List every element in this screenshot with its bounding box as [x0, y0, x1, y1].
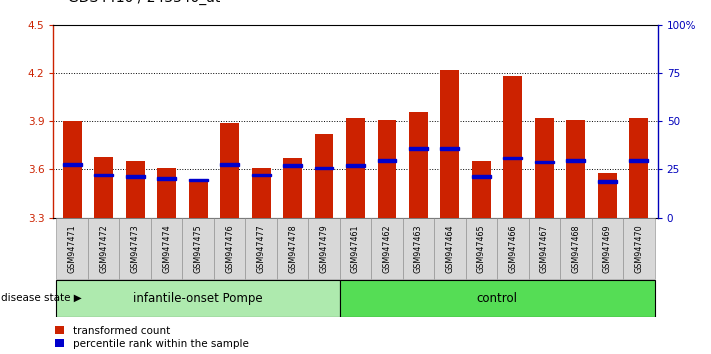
FancyBboxPatch shape [340, 218, 371, 279]
Bar [598, 173, 616, 218]
Text: GSM947475: GSM947475 [193, 224, 203, 273]
Bar [629, 118, 648, 218]
Text: GSM947462: GSM947462 [383, 224, 392, 273]
Bar [126, 176, 144, 178]
Text: GSM947463: GSM947463 [414, 224, 423, 273]
Legend: transformed count, percentile rank within the sample: transformed count, percentile rank withi… [55, 326, 249, 349]
Bar [472, 176, 491, 178]
FancyBboxPatch shape [56, 280, 340, 317]
Bar [378, 120, 397, 218]
FancyBboxPatch shape [183, 218, 214, 279]
Bar [441, 147, 459, 150]
FancyBboxPatch shape [245, 218, 277, 279]
Text: GSM947468: GSM947468 [572, 224, 580, 273]
Bar [503, 76, 523, 218]
FancyBboxPatch shape [119, 218, 151, 279]
Bar [95, 156, 113, 218]
Bar [283, 164, 302, 167]
Text: GSM947461: GSM947461 [351, 224, 360, 273]
Bar [378, 159, 397, 162]
Bar [126, 161, 144, 218]
Bar [441, 70, 459, 218]
FancyBboxPatch shape [434, 218, 466, 279]
FancyBboxPatch shape [560, 218, 592, 279]
Bar [63, 164, 82, 166]
Bar [314, 134, 333, 218]
Text: GSM947479: GSM947479 [319, 224, 328, 273]
FancyBboxPatch shape [592, 218, 623, 279]
Bar [629, 159, 648, 162]
Bar [346, 164, 365, 167]
Text: GSM947469: GSM947469 [603, 224, 611, 273]
Bar [157, 168, 176, 218]
Text: GSM947467: GSM947467 [540, 224, 549, 273]
Bar [95, 174, 113, 176]
FancyBboxPatch shape [466, 218, 497, 279]
Bar [252, 174, 270, 176]
Bar [472, 161, 491, 218]
Bar [598, 180, 616, 183]
Bar [188, 182, 208, 218]
Text: GSM947473: GSM947473 [131, 224, 139, 273]
FancyBboxPatch shape [623, 218, 655, 279]
Bar [409, 147, 428, 150]
Bar [157, 177, 176, 179]
FancyBboxPatch shape [88, 218, 119, 279]
Text: disease state ▶: disease state ▶ [1, 293, 82, 303]
Text: GSM947477: GSM947477 [257, 224, 266, 273]
Text: infantile-onset Pompe: infantile-onset Pompe [133, 292, 263, 305]
Bar [188, 179, 208, 181]
FancyBboxPatch shape [56, 218, 88, 279]
Bar [503, 157, 523, 160]
Text: GSM947474: GSM947474 [162, 224, 171, 273]
Bar [567, 159, 585, 162]
FancyBboxPatch shape [402, 218, 434, 279]
Bar [63, 121, 82, 218]
Text: GSM947471: GSM947471 [68, 224, 77, 273]
Bar [535, 118, 554, 218]
FancyBboxPatch shape [340, 280, 655, 317]
Bar [346, 118, 365, 218]
Bar [567, 120, 585, 218]
FancyBboxPatch shape [497, 218, 528, 279]
FancyBboxPatch shape [371, 218, 402, 279]
Bar [283, 158, 302, 218]
FancyBboxPatch shape [528, 218, 560, 279]
Text: GSM947464: GSM947464 [445, 224, 454, 273]
Bar [252, 168, 270, 218]
Bar [220, 164, 239, 166]
Text: GSM947466: GSM947466 [508, 224, 518, 273]
Text: GDS4410 / 243340_at: GDS4410 / 243340_at [68, 0, 220, 5]
Bar [220, 123, 239, 218]
Text: GSM947465: GSM947465 [477, 224, 486, 273]
Text: GSM947470: GSM947470 [634, 224, 643, 273]
Bar [535, 161, 554, 164]
Text: control: control [476, 292, 518, 305]
Text: GSM947476: GSM947476 [225, 224, 234, 273]
FancyBboxPatch shape [151, 218, 183, 279]
Bar [314, 167, 333, 169]
Text: GSM947472: GSM947472 [100, 224, 108, 273]
FancyBboxPatch shape [309, 218, 340, 279]
FancyBboxPatch shape [277, 218, 309, 279]
Text: GSM947478: GSM947478 [288, 224, 297, 273]
FancyBboxPatch shape [214, 218, 245, 279]
Bar [409, 112, 428, 218]
